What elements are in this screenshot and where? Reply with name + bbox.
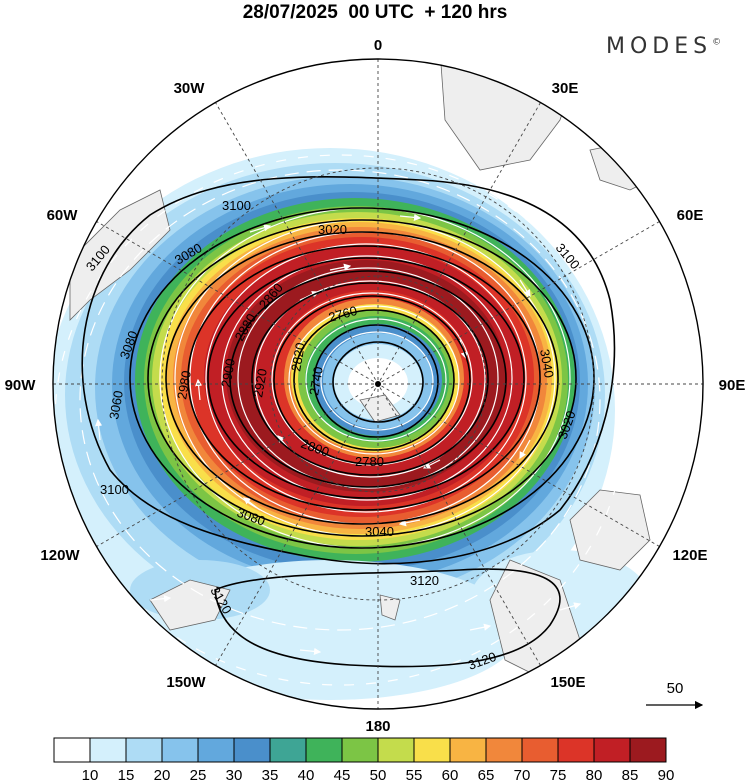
colorbar-tick-label: 30 [226, 767, 243, 782]
colorbar-tick-label: 60 [442, 767, 459, 782]
colorbar-swatch [449, 737, 487, 763]
label-150w: 150W [166, 674, 206, 691]
label-30w: 30W [174, 80, 206, 97]
colorbar-swatch [89, 737, 127, 763]
colorbar-swatch [521, 737, 559, 763]
map-field [53, 59, 661, 700]
label-120w: 120W [40, 547, 80, 564]
contour-label: 2980 [174, 369, 194, 400]
colorbar-swatch [125, 737, 163, 763]
height-contours [81, 176, 616, 668]
contour-label: 2760 [327, 303, 359, 325]
colorbar-tick-label: 75 [550, 767, 567, 782]
colorbar-tick-label: 10 [82, 767, 99, 782]
colorbar-swatch [53, 737, 91, 763]
colorbar-swatch [233, 737, 271, 763]
label-60e: 60E [677, 207, 704, 224]
map-title: 28/07/2025 00 UTC + 120 hrs [242, 2, 508, 23]
contour-label: 3040 [537, 348, 557, 379]
colorbar-tick-label: 35 [262, 767, 279, 782]
contour-label: 2900 [218, 357, 238, 388]
colorbar-tick-label: 40 [298, 767, 315, 782]
colorbar-swatch [377, 737, 415, 763]
contour-label: 3060 [106, 389, 126, 420]
contour-label: 3020 [318, 222, 347, 237]
colorbar-tick-label: 55 [406, 767, 423, 782]
colorbar-swatch [269, 737, 307, 763]
label-0: 0 [374, 37, 382, 54]
colorbar-swatch [413, 737, 451, 763]
brand-text: MODES [606, 34, 713, 59]
colorbar-tick-label: 50 [370, 767, 387, 782]
contour-label: 3100 [100, 482, 129, 497]
contour-label: 2920 [250, 367, 270, 398]
colorbar-tick-label: 45 [334, 767, 351, 782]
colorbar-swatch [341, 737, 379, 763]
colorbar: 10 15 20 25 30 35 40 45 50 55 60 65 70 75 80 85 90 [53, 737, 675, 782]
contour-label: 2820 [288, 341, 308, 372]
colorbar-swatch [485, 737, 523, 763]
reference-vector-label: 50 [667, 680, 684, 697]
label-180: 180 [365, 718, 390, 735]
colorbar-tick-label: 20 [154, 767, 171, 782]
colorbar-tick-label: 80 [586, 767, 603, 782]
colorbar-swatch [593, 737, 631, 763]
globe-border [52, 58, 704, 710]
colorbar-swatch [629, 737, 667, 763]
colorbar-tick-label: 15 [118, 767, 135, 782]
colorbar-swatch [161, 737, 199, 763]
colorbar-tick-label: 70 [514, 767, 531, 782]
contour-label: 3100 [222, 198, 251, 213]
brand-logo: MODES© [606, 34, 721, 59]
label-90w: 90W [5, 377, 37, 394]
colorbar-tick-label: 65 [478, 767, 495, 782]
streamline-arrows [95, 213, 625, 655]
colorbar-swatch [197, 737, 235, 763]
label-150e: 150E [550, 674, 585, 691]
label-90e: 90E [719, 377, 746, 394]
pole-marker [375, 381, 381, 387]
contour-label: 2740 [306, 365, 326, 396]
colorbar-swatch [305, 737, 343, 763]
copyright-mark: © [712, 37, 722, 48]
contour-label: 3120 [410, 573, 439, 588]
reference-vector: 50 [646, 680, 704, 710]
contour-label: 2780 [355, 454, 384, 469]
label-30e: 30E [552, 80, 579, 97]
colorbar-tick-label: 85 [622, 767, 639, 782]
colorbar-swatch [557, 737, 595, 763]
meridian-labels: 0 30E 60E 90E 120E 150E 180 150W 120W 90… [5, 37, 746, 735]
colorbar-tick-label: 90 [658, 767, 675, 782]
contour-label: 3040 [365, 524, 394, 539]
label-120e: 120E [672, 547, 707, 564]
colorbar-tick-label: 25 [190, 767, 207, 782]
label-60w: 60W [47, 207, 79, 224]
